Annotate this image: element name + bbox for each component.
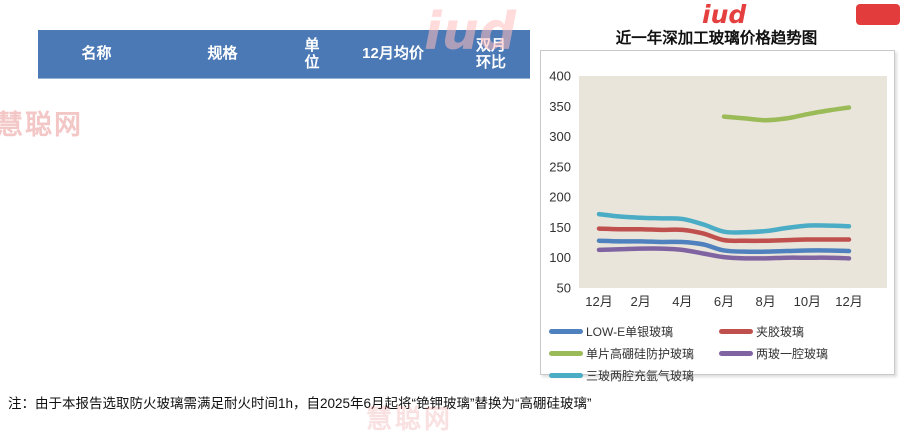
watermark-site-left: 慧聪网 <box>0 110 83 140</box>
y-tick-label: 250 <box>549 159 571 174</box>
legend-item: 单片高硼硅防护玻璃 <box>549 345 719 362</box>
chart-legend: LOW-E单银玻璃 夹胶玻璃单片高硼硅防护玻璃 两玻一腔玻璃三玻两腔充氩气玻璃 <box>549 323 828 384</box>
legend-label: LOW-E单银玻璃 <box>586 325 674 339</box>
series-line <box>596 238 852 255</box>
legend-swatch <box>719 329 753 334</box>
header-mom: 双月环比 <box>475 36 506 71</box>
y-tick-label: 300 <box>549 129 571 144</box>
header-name: 名称 <box>81 45 112 63</box>
legend-label: 两玻一腔玻璃 <box>756 347 829 361</box>
chart-panel: 400 350 300 250 200 150 100 50 12月 2月 4月 6月 8月 10月 12月… <box>540 50 895 383</box>
watermark-badge <box>856 4 900 25</box>
x-tick-label: 12月 <box>585 294 612 309</box>
series-line <box>596 246 852 261</box>
legend-swatch <box>549 373 583 378</box>
legend-item: 三玻两腔充氩气玻璃 <box>549 367 719 384</box>
y-tick-label: 100 <box>549 250 571 265</box>
header-price: 12月均价 <box>362 45 424 63</box>
x-tick-label: 2月 <box>631 294 651 309</box>
x-tick-label: 8月 <box>756 294 776 309</box>
price-trend-chart: 400 350 300 250 200 150 100 50 12月 2月 4月 6月 8月 10月 12月 <box>549 69 887 309</box>
legend-swatch <box>549 329 583 334</box>
legend-label: 单片高硼硅防护玻璃 <box>586 347 695 361</box>
price-table: 名称 规格 单位 12月均价 双月环比 <box>38 30 530 79</box>
price-table-header: 名称 规格 单位 12月均价 双月环比 <box>38 30 530 78</box>
legend-item: LOW-E单银玻璃 <box>549 323 719 340</box>
x-tick-label: 10月 <box>794 294 821 309</box>
y-tick-label: 150 <box>549 220 571 235</box>
series-line <box>596 226 852 244</box>
series-line <box>721 105 852 123</box>
x-tick-label: 4月 <box>672 294 692 309</box>
header-unit: 单位 <box>304 36 320 71</box>
x-tick-label: 6月 <box>714 294 734 309</box>
legend-swatch <box>549 351 583 356</box>
series-line <box>596 211 852 235</box>
y-tick-label: 50 <box>557 281 571 296</box>
legend-label: 三玻两腔充氩气玻璃 <box>586 369 695 383</box>
y-tick-label: 400 <box>549 69 571 84</box>
legend-label: 夹胶玻璃 <box>756 325 805 339</box>
x-tick-label: 12月 <box>835 294 862 309</box>
header-spec: 规格 <box>207 45 238 63</box>
y-tick-label: 350 <box>549 99 571 114</box>
price-table-body <box>38 78 530 79</box>
footnote: 注：由于本报告选取防火玻璃需满足耐火时间1h，自2025年6月起将“铯钾玻璃”替… <box>8 396 592 411</box>
chart-title: 近一年深加工玻璃价格趋势图 <box>615 30 818 47</box>
watermark-logo-top-right: iud <box>702 0 747 29</box>
legend-item: 夹胶玻璃 <box>719 323 828 340</box>
y-tick-label: 200 <box>549 190 571 205</box>
legend-swatch <box>719 351 753 356</box>
legend-item: 两玻一腔玻璃 <box>719 345 828 362</box>
